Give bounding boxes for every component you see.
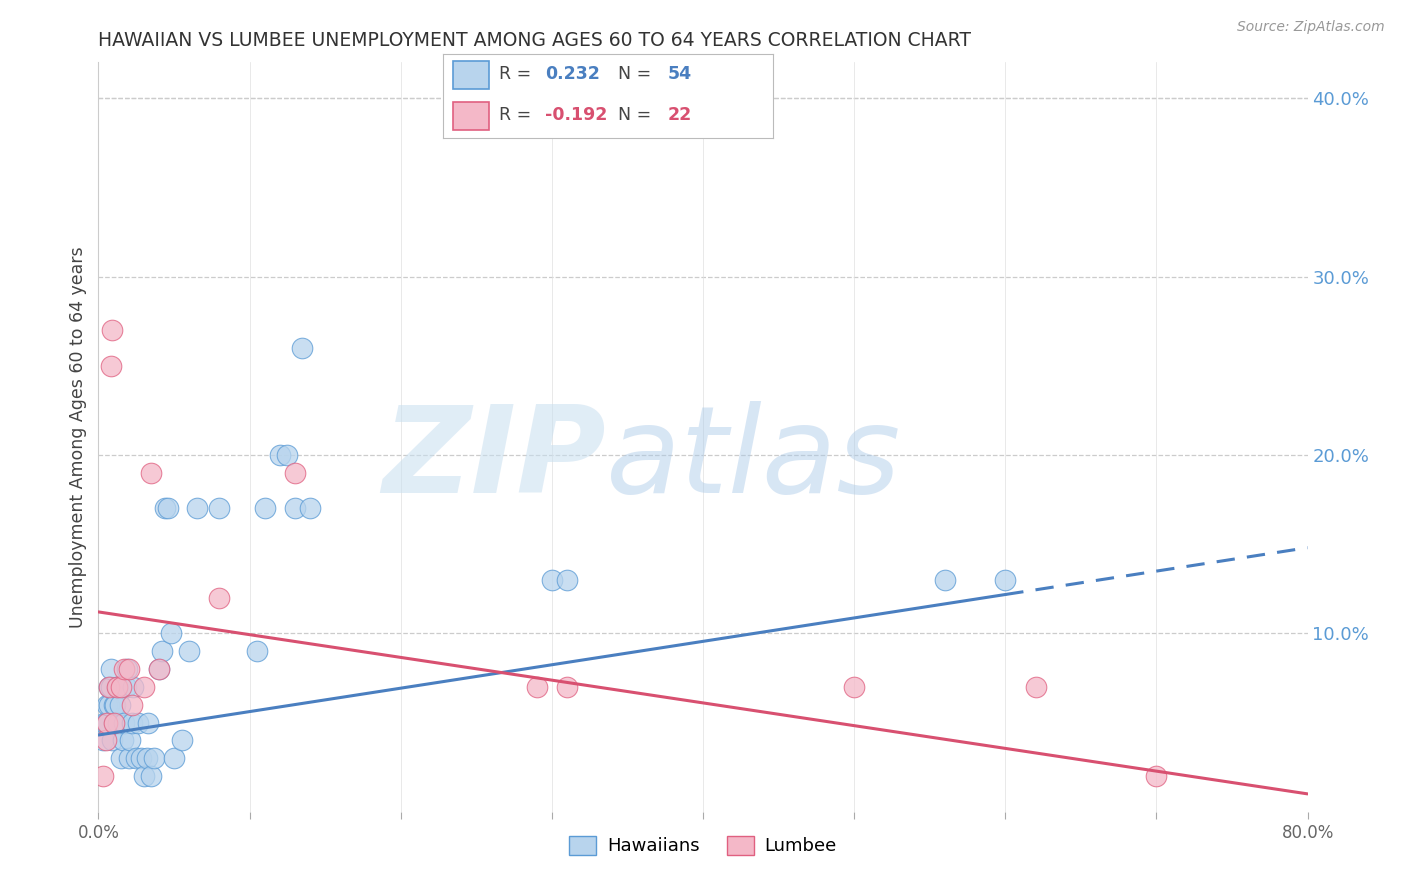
Text: -0.192: -0.192 xyxy=(546,105,607,123)
Point xyxy=(163,751,186,765)
Point xyxy=(125,751,148,765)
Legend: Hawaiians, Lumbee: Hawaiians, Lumbee xyxy=(562,829,844,863)
Point xyxy=(276,448,298,462)
Point xyxy=(101,323,124,337)
Text: ZIP: ZIP xyxy=(382,401,606,518)
Point xyxy=(540,573,562,587)
Point xyxy=(934,573,956,587)
Point xyxy=(141,466,163,480)
Point xyxy=(110,680,132,694)
Point xyxy=(96,698,118,712)
Point xyxy=(111,733,134,747)
Text: HAWAIIAN VS LUMBEE UNEMPLOYMENT AMONG AGES 60 TO 64 YEARS CORRELATION CHART: HAWAIIAN VS LUMBEE UNEMPLOYMENT AMONG AG… xyxy=(98,30,972,50)
Text: 0.232: 0.232 xyxy=(546,65,600,83)
FancyBboxPatch shape xyxy=(453,102,489,130)
Point xyxy=(208,501,231,516)
Point xyxy=(136,715,159,730)
Point xyxy=(121,698,143,712)
Point xyxy=(269,448,291,462)
Point xyxy=(160,626,183,640)
Point xyxy=(246,644,269,658)
Point xyxy=(112,662,135,676)
Point xyxy=(127,715,149,730)
Point xyxy=(100,359,122,373)
Text: 22: 22 xyxy=(668,105,692,123)
Point xyxy=(143,751,166,765)
Point xyxy=(141,769,163,783)
Point xyxy=(186,501,208,516)
Point xyxy=(98,680,121,694)
Point xyxy=(115,662,138,676)
Point xyxy=(994,573,1017,587)
Point xyxy=(108,698,131,712)
Text: atlas: atlas xyxy=(606,401,901,518)
Point xyxy=(284,466,307,480)
Point xyxy=(107,715,129,730)
Point xyxy=(148,662,170,676)
Point xyxy=(555,573,578,587)
Point xyxy=(844,680,866,694)
Point xyxy=(103,698,125,712)
Point xyxy=(150,644,173,658)
Point xyxy=(179,644,201,658)
Point xyxy=(121,715,143,730)
Point xyxy=(98,698,121,712)
Point xyxy=(91,769,114,783)
FancyBboxPatch shape xyxy=(453,62,489,89)
Point xyxy=(153,501,176,516)
Point xyxy=(98,680,121,694)
Point xyxy=(112,715,135,730)
Point xyxy=(101,733,124,747)
Point xyxy=(100,680,122,694)
Text: N =: N = xyxy=(619,105,651,123)
Point xyxy=(135,751,157,765)
Point xyxy=(1024,680,1046,694)
Point xyxy=(105,680,128,694)
Point xyxy=(104,698,127,712)
Point xyxy=(120,733,142,747)
Point xyxy=(103,715,125,730)
Point xyxy=(103,715,125,730)
Point xyxy=(91,733,114,747)
Point xyxy=(148,662,170,676)
Point xyxy=(555,680,578,694)
Point xyxy=(114,680,136,694)
Point xyxy=(132,680,155,694)
Point xyxy=(208,591,231,605)
Point xyxy=(122,680,145,694)
Point xyxy=(94,733,117,747)
Point xyxy=(284,501,307,516)
Point xyxy=(170,733,193,747)
Text: 54: 54 xyxy=(668,65,692,83)
Point xyxy=(118,751,141,765)
Y-axis label: Unemployment Among Ages 60 to 64 years: Unemployment Among Ages 60 to 64 years xyxy=(69,246,87,628)
Point xyxy=(100,662,122,676)
Point xyxy=(132,769,155,783)
Point xyxy=(253,501,276,516)
Point xyxy=(118,662,141,676)
Text: Source: ZipAtlas.com: Source: ZipAtlas.com xyxy=(1237,20,1385,34)
Point xyxy=(291,341,314,355)
Point xyxy=(1144,769,1167,783)
Point xyxy=(93,715,115,730)
Point xyxy=(105,680,128,694)
Text: R =: R = xyxy=(499,105,537,123)
Point xyxy=(110,751,132,765)
Point xyxy=(526,680,548,694)
Point xyxy=(299,501,322,516)
Point xyxy=(94,715,117,730)
Point xyxy=(156,501,179,516)
Point xyxy=(129,751,152,765)
Text: R =: R = xyxy=(499,65,537,83)
Point xyxy=(107,680,129,694)
Point xyxy=(96,715,118,730)
Text: N =: N = xyxy=(619,65,651,83)
